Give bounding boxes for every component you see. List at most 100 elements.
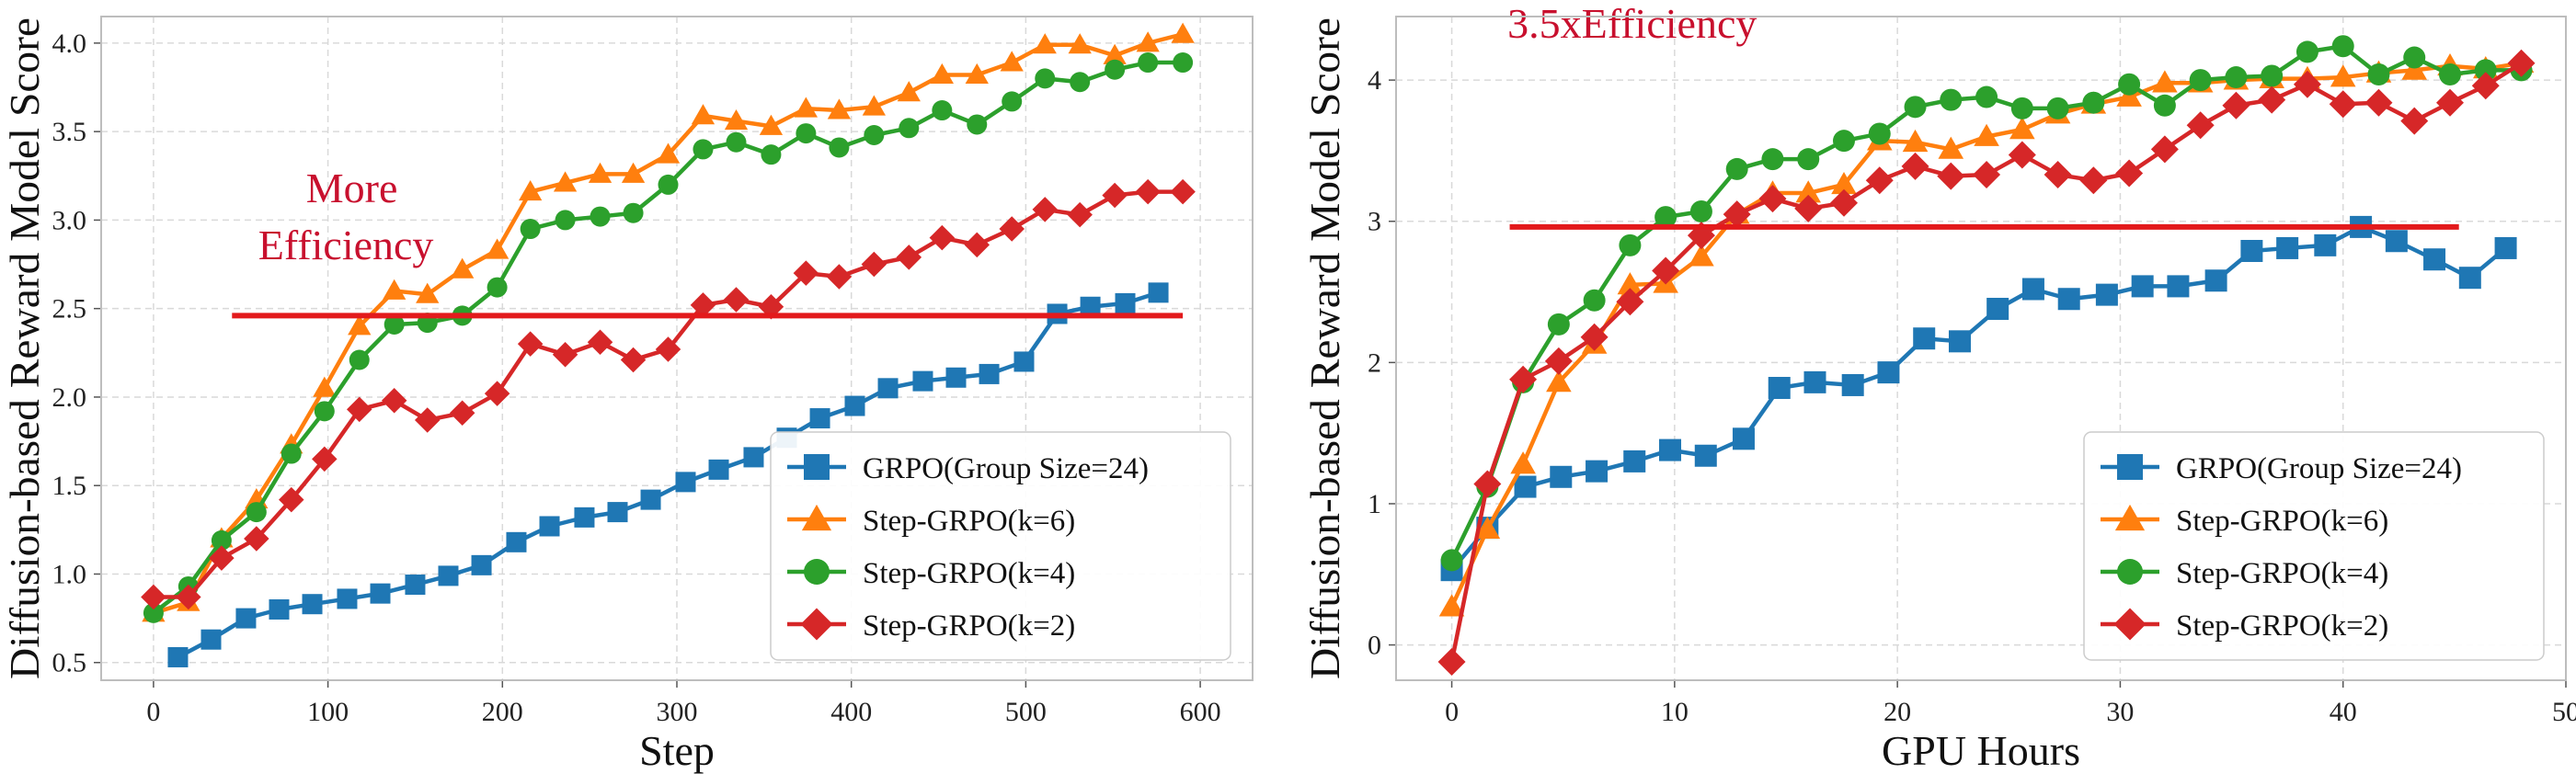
chart1-data-point — [348, 314, 372, 336]
chart1-data-point — [506, 531, 527, 552]
chart1-data-point — [796, 123, 817, 144]
chart2-data-point — [2010, 97, 2033, 120]
chart2-data-point — [2057, 288, 2080, 311]
chart1-data-point — [897, 81, 921, 102]
chart2-legend-entry: Step-GRPO(k=4) — [2101, 557, 2388, 590]
chart2-data-point — [2150, 135, 2179, 164]
chart2-data-point — [1761, 148, 1784, 171]
chart1-data-point — [279, 486, 304, 513]
chart1-data-point — [244, 526, 269, 552]
chart2-data-point — [1974, 123, 1999, 146]
chart1-data-point — [967, 114, 988, 135]
chart2-data-point — [2152, 70, 2178, 93]
chart1-legend-label: Step-GRPO(k=4) — [863, 557, 1075, 590]
chart1-data-point — [383, 279, 406, 300]
chart1-data-point — [1102, 182, 1128, 209]
chart1-data-point — [656, 142, 681, 164]
chart2-data-point — [2079, 166, 2108, 195]
chart2-data-point — [2331, 35, 2354, 58]
chart1-data-point — [438, 565, 459, 586]
chart1-data-point — [965, 63, 989, 85]
chart1-legend-label: Step-GRPO(k=2) — [863, 609, 1075, 643]
chart2-data-point — [1509, 365, 1538, 393]
chart1-data-point — [519, 179, 543, 201]
chart2-data-point — [1689, 199, 1712, 222]
chart1-data-point — [623, 202, 644, 223]
chart1-legend-label: GRPO(Group Size=24) — [863, 452, 1149, 485]
chart1-data-point — [280, 443, 302, 464]
chart1-data-point — [381, 388, 407, 414]
chart2-data-point — [2471, 72, 2500, 100]
chart1-xtick-label: 100 — [307, 697, 349, 727]
chart1-data-point — [487, 277, 508, 298]
chart1-data-point — [1000, 51, 1024, 72]
chart2-data-point — [1868, 122, 1891, 145]
chart2-data-point — [1617, 272, 1643, 295]
chart1-xtick-label: 600 — [1180, 697, 1221, 727]
chart2-data-point — [1902, 129, 1929, 153]
chart2-data-point — [1723, 200, 1751, 229]
chart1-data-point — [1035, 68, 1056, 89]
chart2-legend-label: Step-GRPO(k=2) — [2176, 609, 2388, 643]
chart1-data-point — [864, 124, 885, 145]
chart1-ytick-label: 3.5 — [52, 117, 87, 147]
chart1-data-point — [143, 602, 164, 623]
chart1-data-point — [1032, 197, 1059, 222]
chart2-data-point — [2401, 57, 2428, 80]
chart1-data-point — [607, 502, 628, 523]
chart1-data-point — [451, 257, 475, 279]
chart1-data-point — [691, 104, 716, 125]
chart2-data-point — [1474, 516, 1501, 539]
chart1-xtick-label: 0 — [146, 697, 160, 727]
chart1-data-point — [809, 408, 830, 429]
chart1-data-point — [313, 376, 337, 397]
chart1-data-point — [517, 331, 544, 357]
chart1-data-point — [708, 459, 729, 480]
chart2-legend-label: GRPO(Group Size=24) — [2176, 452, 2462, 485]
chart2-data-point — [2423, 248, 2446, 271]
chart2-legend-label: Step-GRPO(k=4) — [2176, 557, 2388, 590]
chart1-data-point — [1070, 72, 1091, 93]
chart1-data-point — [384, 314, 405, 336]
chart2-data-point — [1546, 370, 1572, 393]
chart2-data-point — [1510, 451, 1536, 474]
chart2-data-point — [1877, 361, 1900, 384]
chart1-data-point — [588, 162, 613, 183]
chart1-xtick-label: 200 — [482, 697, 523, 727]
chart2-data-point — [2330, 64, 2356, 87]
chart2-data-point — [2474, 59, 2497, 82]
chart1-data-point — [539, 516, 560, 537]
chart2-data-point — [2222, 91, 2250, 120]
chart1-data-point — [314, 401, 335, 422]
chart2-data-point — [2009, 117, 2035, 140]
chart1-data-point — [1080, 296, 1101, 317]
chart1-data-point — [693, 139, 714, 160]
chart2-data-point — [1654, 206, 1677, 229]
chart1-ytick-label: 1.0 — [52, 559, 87, 589]
chart2-data-point — [2439, 63, 2462, 85]
chart2-data-point — [1514, 475, 1537, 498]
chart1-data-point — [574, 507, 595, 528]
chart1-data-point — [690, 292, 716, 318]
chart1-data-point — [209, 545, 235, 571]
chart2-data-point — [2131, 275, 2154, 298]
chart1-data-point — [964, 232, 990, 258]
chart2-data-point — [1841, 373, 1864, 396]
chart2-data-point — [2153, 94, 2176, 117]
chart2-data-point — [1725, 157, 1748, 180]
chart2-x-axis-label: GPU Hours — [1882, 727, 2080, 774]
chart2-legend-marker — [2117, 454, 2143, 480]
chart1-data-point — [896, 245, 922, 270]
chart2-data-point — [1937, 162, 1965, 190]
chart2-data-point — [2118, 73, 2141, 96]
chart2-data-point — [2116, 84, 2142, 107]
chart2-data-point — [1689, 244, 1714, 267]
chart2-data-point — [1940, 88, 1963, 111]
chart2-data-point — [1583, 289, 1606, 312]
chart1-data-point — [620, 347, 647, 373]
chart2-data-point — [1440, 549, 1463, 572]
chart1-data-point — [912, 370, 933, 392]
chart1-data-point — [449, 400, 475, 427]
